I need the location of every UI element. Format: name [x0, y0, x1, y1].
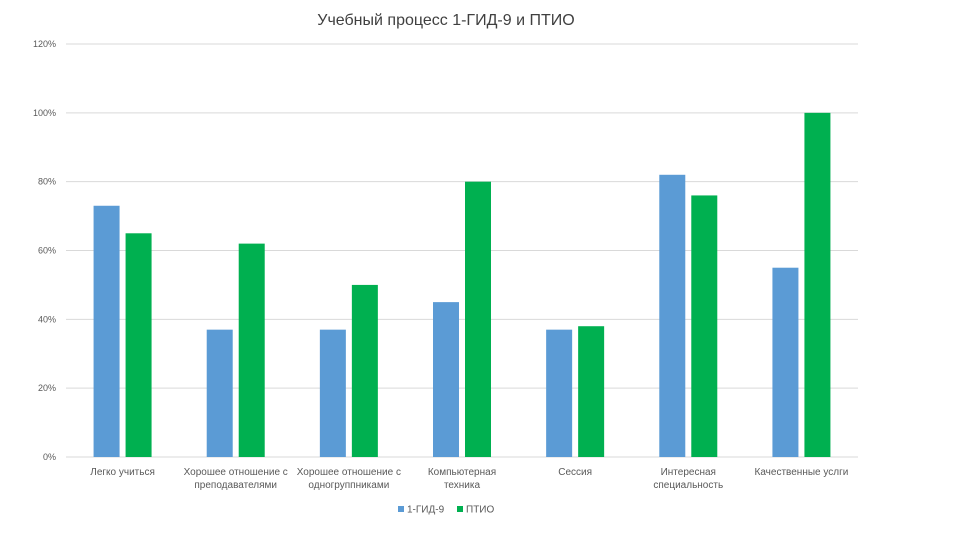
y-tick-label: 80%: [38, 177, 56, 187]
bar-series-2: [351, 284, 378, 457]
gridlines: [66, 43, 858, 458]
bar-series-2: [465, 181, 491, 457]
x-tick-label: Легко учиться: [90, 467, 155, 478]
x-tick-label-line: преподавателями: [194, 480, 277, 491]
y-tick-label: 40%: [38, 314, 56, 324]
x-tick-label: Компьютерная техника: [428, 467, 496, 491]
x-tick-label: Хорошее отношение с преподавателями: [184, 467, 288, 491]
x-tick-label: Сессия: [558, 467, 592, 478]
y-axis-ticks: 0% 20% 40% 60% 80% 100% 120%: [33, 39, 56, 462]
x-tick-label-line: Компьютерная: [428, 467, 496, 478]
chart-title: Учебный процесс 1-ГИД-9 и ПТИО: [317, 12, 574, 29]
x-tick-label-line: Сессия: [558, 467, 592, 478]
x-tick-label: Хорошее отношение с одногруппниками: [297, 467, 401, 491]
y-tick-label: 20%: [38, 383, 56, 393]
bar-series-1: [772, 267, 799, 457]
bars: [93, 112, 831, 458]
bar-series-1: [433, 302, 459, 457]
x-tick-label-line: одногруппниками: [308, 480, 389, 491]
x-axis-ticks: Легко учиться Хорошее отношение с преподав…: [90, 467, 848, 491]
legend: 1-ГИД-9 ПТИО: [398, 505, 494, 516]
x-tick-label-line: Хорошее отношение с: [184, 467, 288, 478]
bar-series-2: [691, 195, 718, 457]
x-tick-label-line: техника: [444, 480, 481, 491]
y-tick-label: 60%: [38, 246, 56, 256]
y-tick-label: 0%: [43, 452, 56, 462]
x-tick-label-line: Легко учиться: [90, 467, 155, 478]
x-tick-label: Интересная специальность: [653, 467, 723, 491]
bar-series-1: [659, 174, 686, 458]
legend-label: 1-ГИД-9: [407, 505, 445, 516]
y-tick-label: 120%: [33, 39, 56, 49]
bar-series-2: [238, 243, 265, 457]
x-tick-label-line: специальность: [653, 480, 723, 491]
x-tick-label-line: Интересная: [661, 467, 716, 478]
bar-series-1: [93, 205, 120, 457]
y-tick-label: 100%: [33, 108, 56, 118]
legend-swatch: [457, 506, 463, 512]
bar-series-2: [804, 112, 831, 457]
bar-series-2: [125, 233, 152, 457]
x-tick-label: Качественные услги: [755, 467, 849, 478]
legend-swatch: [398, 506, 404, 512]
bar-series-2: [578, 326, 605, 457]
bar-series-1: [546, 329, 573, 457]
legend-label: ПТИО: [466, 505, 494, 516]
x-tick-label-line: Качественные услги: [755, 467, 849, 478]
bar-series-1: [206, 329, 233, 457]
bar-series-1: [319, 329, 346, 457]
x-tick-label-line: Хорошее отношение с: [297, 467, 401, 478]
